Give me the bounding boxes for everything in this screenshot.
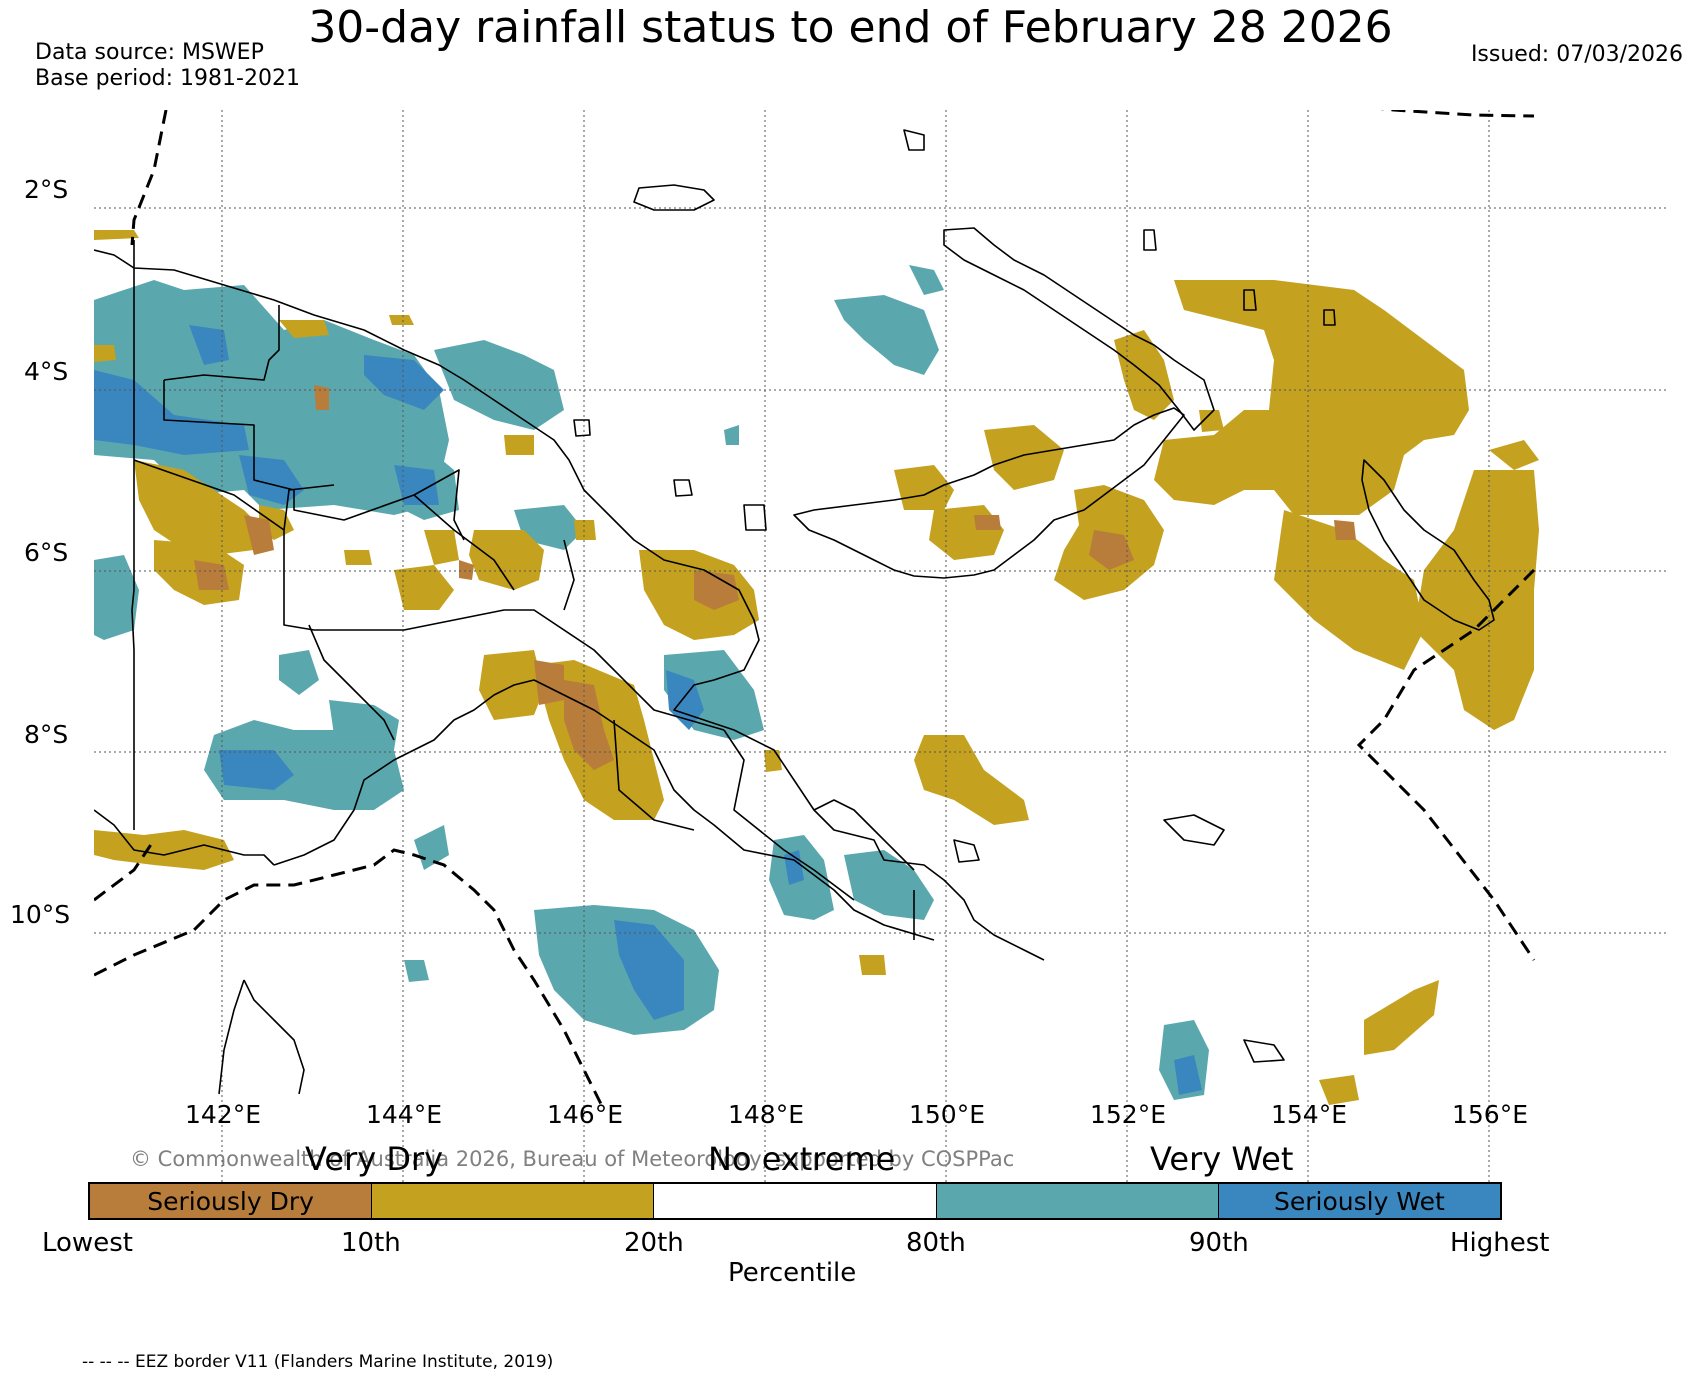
percentile-tick-highest: Highest	[1450, 1228, 1550, 1258]
issued-date: Issued: 07/03/2026	[1470, 42, 1683, 67]
percentile-tick-90th: 90th	[1189, 1228, 1249, 1258]
lon-label-156e: 156°E	[1452, 1100, 1529, 1129]
lon-label-152e: 152°E	[1090, 1100, 1167, 1129]
lat-label-10s: 10°S	[10, 900, 71, 929]
map-title: 30-day rainfall status to end of Februar…	[308, 2, 1393, 53]
seriously-dry-areas	[194, 385, 1356, 770]
copyright-note: © Commonwealth of Australia 2026, Bureau…	[130, 1147, 1015, 1171]
data-source: Data source: MSWEP	[35, 40, 264, 65]
lon-label-150e: 150°E	[909, 1100, 986, 1129]
rainfall-map	[94, 110, 1666, 1194]
percentile-tick-80th: 80th	[906, 1228, 966, 1258]
source-info: Data source: MSWEP Base period: 1981-202…	[35, 40, 300, 92]
legend-swatch-no-extreme	[654, 1184, 937, 1218]
legend-swatch-seriously-dry: Seriously Dry	[90, 1184, 373, 1218]
lon-label-142e: 142°E	[185, 1100, 262, 1129]
legend-colorbar: Seriously Dry Seriously Wet	[88, 1182, 1502, 1220]
lon-label-154e: 154°E	[1271, 1100, 1348, 1129]
base-period: Base period: 1981-2021	[35, 66, 300, 91]
legend-category-very-dry: Very Dry	[305, 1140, 444, 1178]
eez-border	[94, 110, 1536, 1111]
eez-note: -- -- -- EEZ border V11 (Flanders Marine…	[82, 1352, 554, 1372]
seriously-wet-areas	[94, 325, 1202, 1095]
lat-label-8s: 8°S	[24, 720, 69, 749]
legend-category-no-extreme: No extreme	[708, 1140, 896, 1178]
legend-swatch-very-dry	[372, 1184, 655, 1218]
percentile-tick-10th: 10th	[341, 1228, 401, 1258]
lat-label-6s: 6°S	[24, 538, 69, 567]
coastlines	[94, 129, 1495, 1095]
legend-swatch-label: Seriously Dry	[147, 1186, 314, 1216]
legend-swatch-seriously-wet: Seriously Wet	[1218, 1184, 1501, 1218]
lon-label-146e: 146°E	[547, 1100, 624, 1129]
percentile-axis-label: Percentile	[728, 1258, 857, 1288]
lat-label-4s: 4°S	[24, 357, 69, 386]
lon-label-144e: 144°E	[366, 1100, 443, 1129]
percentile-tick-lowest: Lowest	[42, 1228, 133, 1258]
lat-label-2s: 2°S	[24, 175, 69, 204]
graticule	[94, 110, 1666, 1194]
legend-category-very-wet: Very Wet	[1150, 1140, 1294, 1178]
legend-swatch-very-wet	[936, 1184, 1219, 1218]
lon-label-148e: 148°E	[728, 1100, 805, 1129]
legend-swatch-label: Seriously Wet	[1274, 1186, 1445, 1216]
very-dry-areas	[94, 230, 1539, 1105]
percentile-tick-20th: 20th	[624, 1228, 684, 1258]
